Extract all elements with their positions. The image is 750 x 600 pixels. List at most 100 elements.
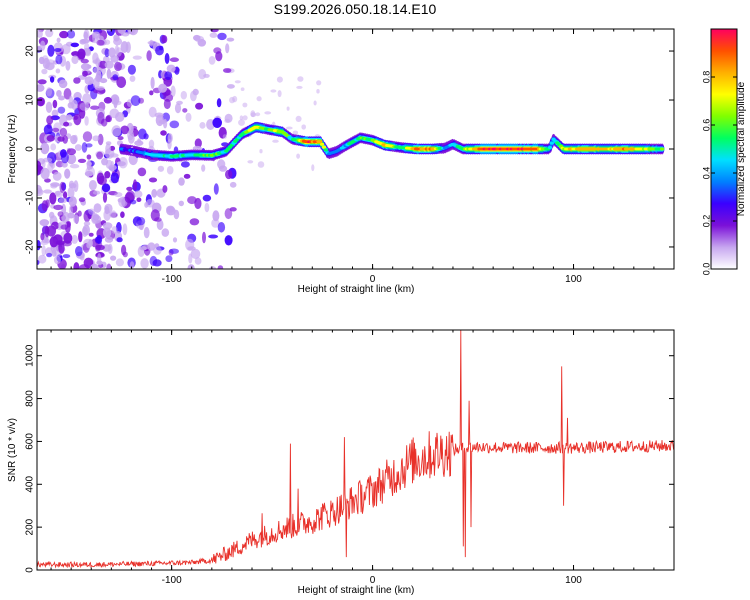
noise-blob [316, 80, 322, 86]
noise-blob [157, 165, 165, 172]
noise-blob [180, 90, 187, 100]
spectrogram-ytick-label: -10 [25, 190, 36, 205]
noise-blob [74, 144, 82, 151]
noise-blob [111, 226, 118, 234]
noise-blob [217, 32, 227, 41]
noise-blob [90, 105, 100, 110]
noise-blob [270, 89, 277, 93]
snr-xtick-label: -100 [162, 575, 182, 586]
noise-blob [116, 76, 127, 88]
noise-blob [80, 38, 90, 44]
noise-blob [187, 264, 195, 269]
spectrogram-xlabel: Height of straight line (km) [298, 284, 415, 295]
snr-ytick-label: 400 [25, 476, 36, 493]
noise-blob [225, 169, 233, 180]
noise-blob [59, 30, 69, 39]
noise-blob [104, 203, 113, 214]
noise-blob [60, 224, 69, 230]
noise-blob [247, 160, 254, 164]
noise-blob [114, 192, 123, 198]
noise-blob [81, 226, 88, 237]
noise-blob [114, 61, 122, 72]
noise-blob [50, 143, 57, 151]
noise-blob [108, 164, 117, 171]
noise-blob [84, 76, 94, 86]
noise-blob [285, 126, 293, 130]
noise-blob [86, 241, 92, 249]
noise-blob [149, 90, 154, 96]
noise-blob [140, 258, 149, 269]
noise-blob [297, 76, 304, 82]
noise-blob [97, 111, 105, 124]
noise-blob [40, 40, 46, 51]
noise-blob [59, 181, 65, 193]
noise-blob [104, 236, 114, 243]
noise-blob [295, 115, 302, 122]
noise-blob [210, 29, 219, 33]
noise-blob [216, 98, 222, 108]
noise-blob [113, 37, 123, 46]
noise-blob [40, 142, 50, 155]
noise-blob [256, 96, 262, 102]
noise-blob [106, 263, 112, 269]
noise-blob [47, 161, 54, 173]
noise-blob [46, 135, 55, 142]
noise-blob [134, 140, 144, 146]
noise-blob [37, 45, 42, 51]
noise-blob [136, 217, 146, 226]
noise-blob [189, 218, 200, 226]
track-cell [547, 146, 553, 149]
noise-blob [127, 64, 136, 75]
noise-blob [62, 254, 71, 259]
noise-blob [104, 60, 114, 69]
noise-blob [41, 226, 50, 234]
noise-blob [65, 60, 71, 71]
noise-blob [296, 85, 303, 89]
noise-blob [43, 189, 52, 194]
noise-blob [101, 158, 109, 166]
noise-blob [109, 108, 120, 119]
noise-blob [316, 89, 320, 94]
noise-blob [163, 93, 174, 102]
noise-blob [202, 194, 212, 202]
spectrogram-ylabel: Frequency (Hz) [7, 115, 18, 184]
track-cell [318, 140, 323, 144]
noise-blob [128, 29, 139, 36]
noise-blob [58, 242, 65, 254]
noise-blob [239, 115, 244, 121]
noise-blob [49, 76, 55, 83]
noise-blob [70, 42, 80, 48]
noise-blob [264, 111, 272, 115]
snr-frame [36, 329, 675, 571]
noise-blob [80, 63, 91, 71]
noise-blob [87, 64, 92, 69]
noise-blob [46, 87, 53, 97]
noise-blob [286, 106, 290, 111]
noise-blob [58, 95, 65, 101]
noise-blob [183, 173, 191, 179]
noise-blob [66, 153, 77, 165]
noise-blob [165, 255, 173, 263]
noise-blob [194, 138, 202, 148]
noise-blob [68, 205, 73, 215]
noise-blob [41, 68, 48, 75]
noise-blob [211, 218, 220, 228]
noise-blob [106, 68, 112, 80]
noise-blob [178, 177, 185, 186]
spectrogram-xtick-label: -100 [162, 274, 182, 285]
noise-blob [155, 45, 164, 56]
noise-blob [41, 245, 46, 257]
noise-blob [88, 232, 94, 237]
noise-blob [105, 143, 111, 155]
noise-blob [104, 48, 110, 58]
noise-blob [121, 244, 127, 256]
noise-blob [201, 164, 206, 172]
noise-blob [169, 248, 179, 254]
noise-blob [160, 130, 167, 136]
noise-blob [42, 157, 53, 163]
noise-blob [188, 253, 193, 264]
noise-blob [212, 210, 220, 222]
noise-blob [195, 102, 204, 110]
